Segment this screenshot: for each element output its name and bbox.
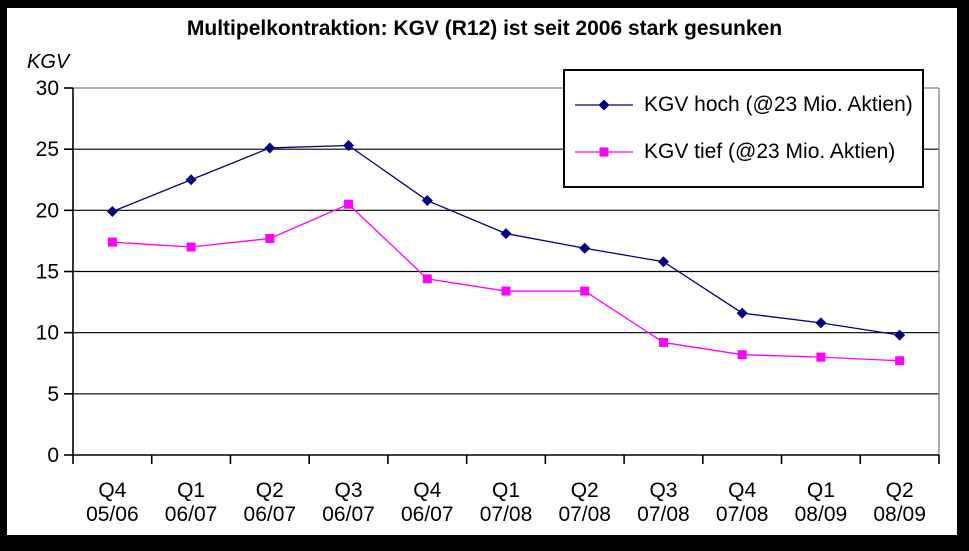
legend-square-marker-icon [575, 147, 633, 157]
y-tick-label: 10 [36, 322, 59, 345]
y-tick-label: 0 [47, 444, 59, 467]
y-tick-label: 25 [36, 138, 59, 161]
series-kgv-hoch-marker [264, 142, 276, 154]
series-kgv-tief-marker [580, 286, 590, 296]
y-axis-unit-label: KGV [27, 51, 70, 73]
x-tick-label: Q3 06/07 [322, 479, 375, 526]
x-tick-label: Q4 05/06 [86, 479, 139, 526]
series-kgv-tief-marker [501, 286, 511, 296]
series-kgv-hoch-marker [500, 228, 512, 240]
x-tick-label: Q3 07/08 [637, 479, 690, 526]
x-tick-label: Q2 07/08 [558, 479, 611, 526]
legend: KGV hoch (@23 Mio. Aktien) KGV tief (@23 … [563, 69, 924, 188]
x-tick-label: Q2 06/07 [244, 479, 297, 526]
legend-entry-label: KGV tief (@23 Mio. Aktien) [644, 139, 896, 163]
series-kgv-hoch-marker [579, 242, 591, 254]
series-kgv-hoch-marker [185, 174, 197, 186]
series-kgv-tief-marker [737, 350, 747, 360]
chart-title: Multipelkontraktion: KGV (R12) ist seit … [186, 17, 783, 40]
legend-entry: KGV hoch (@23 Mio. Aktien) [575, 93, 922, 117]
y-tick-label: 20 [36, 199, 59, 222]
y-tick-label: 30 [36, 77, 59, 100]
y-tick-label: 15 [36, 261, 59, 284]
series-kgv-tief-marker [107, 237, 117, 247]
series-kgv-tief-line [112, 203, 900, 362]
x-tick-label: Q4 06/07 [401, 479, 454, 526]
x-tick-label: Q1 06/07 [165, 479, 218, 526]
x-tick-label: Q1 08/09 [795, 479, 848, 526]
x-tick-label: Q1 07/08 [480, 479, 533, 526]
series-kgv-hoch-marker [894, 329, 906, 341]
series-kgv-tief-marker [816, 352, 826, 362]
x-tick-label: Q4 07/08 [716, 479, 769, 526]
x-tick-label: Q2 08/09 [873, 479, 926, 526]
series-kgv-hoch-marker [815, 317, 827, 329]
series-kgv-tief-marker [422, 274, 432, 284]
legend-entry: KGV tief (@23 Mio. Aktien) [575, 140, 922, 164]
series-kgv-hoch-marker [106, 206, 118, 218]
series-kgv-tief-marker [265, 233, 275, 243]
series-kgv-tief-marker [344, 199, 354, 209]
series-kgv-tief-marker [895, 356, 905, 366]
series-kgv-hoch-marker [421, 195, 433, 207]
legend-diamond-marker-icon [575, 99, 633, 111]
series-kgv-hoch-marker [657, 256, 669, 268]
legend-entry-label: KGV hoch (@23 Mio. Aktien) [644, 93, 913, 117]
series-kgv-tief-marker [658, 337, 668, 347]
y-tick-label: 5 [47, 383, 59, 406]
series-kgv-hoch-marker [736, 307, 748, 319]
series-kgv-tief-marker [186, 242, 196, 252]
series-kgv-hoch-marker [343, 139, 355, 151]
